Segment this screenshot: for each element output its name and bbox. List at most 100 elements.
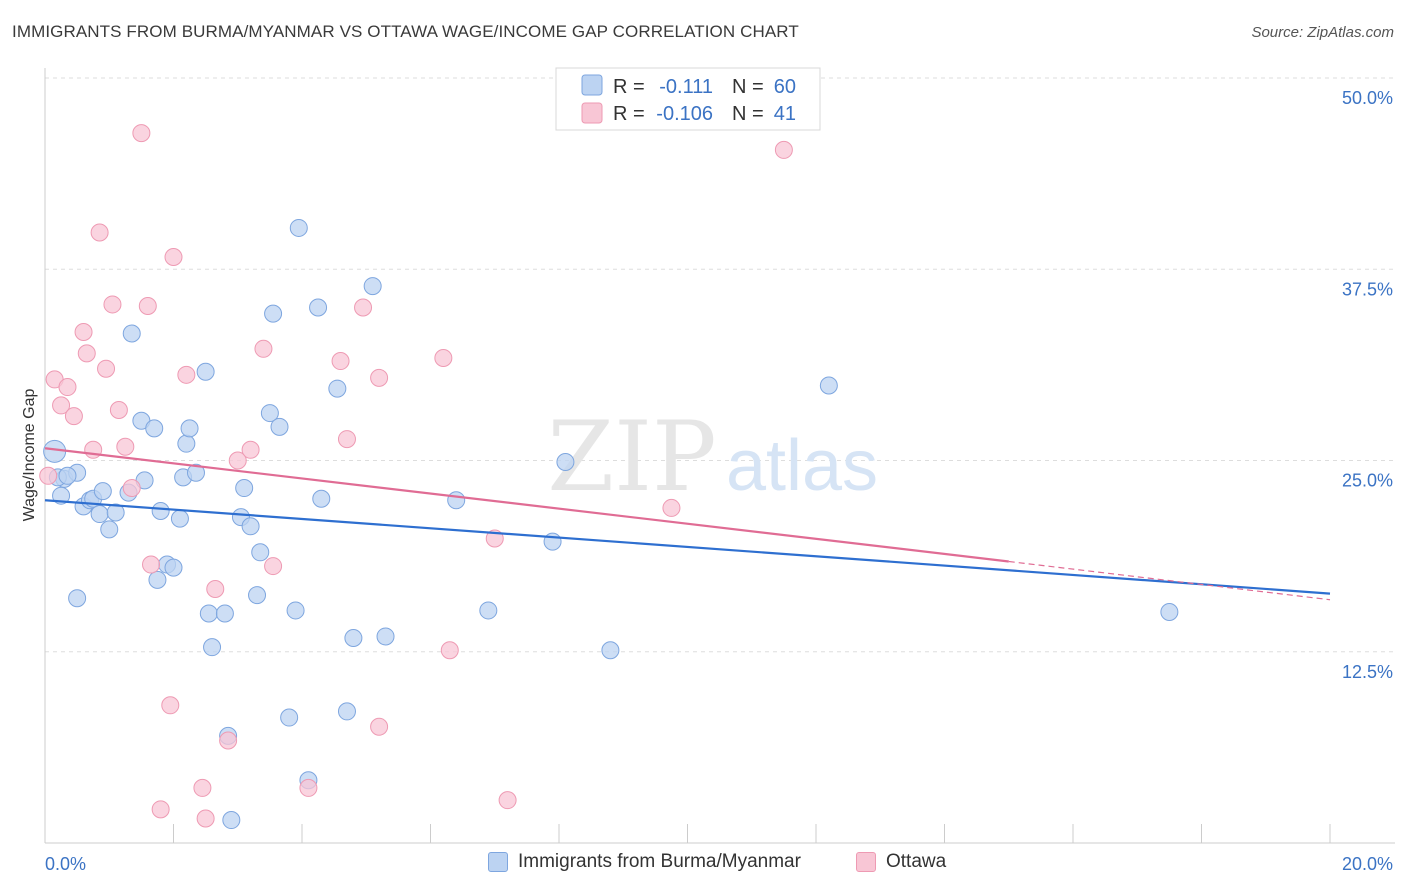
bottom-legend: Immigrants from Burma/Myanmar Ottawa xyxy=(0,851,1406,877)
burma-point xyxy=(215,604,234,623)
correlation-legend: R = -0.111 N = 60 R = -0.106 N = 41 xyxy=(555,67,821,131)
legend-swatch-pink xyxy=(581,102,603,124)
legend-r-value-2: -0.106 xyxy=(656,103,713,125)
ottawa-trend-extension xyxy=(1008,560,1331,601)
ottawa-point xyxy=(206,580,225,599)
burma-point xyxy=(270,417,289,436)
legend-label-ottawa: Ottawa xyxy=(886,851,947,872)
burma-point xyxy=(1160,602,1179,621)
burma-point xyxy=(601,641,620,660)
ottawa-point xyxy=(97,359,116,378)
burma-point xyxy=(145,419,164,438)
ottawa-point xyxy=(103,295,122,314)
burma-point xyxy=(241,517,260,536)
legend-r-value-1: -0.111 xyxy=(659,76,713,98)
ottawa-point xyxy=(142,555,161,574)
ottawa-point xyxy=(74,322,93,341)
burma-point xyxy=(122,324,141,343)
burma-point xyxy=(328,379,347,398)
legend-label-burma: Immigrants from Burma/Myanmar xyxy=(518,851,801,872)
burma-point xyxy=(248,586,267,605)
burma-point xyxy=(177,434,196,453)
burma-point xyxy=(312,489,331,508)
ottawa-point xyxy=(370,368,389,387)
burma-point xyxy=(264,304,283,323)
ottawa-point xyxy=(132,124,151,143)
ottawa-point xyxy=(151,800,170,819)
y-axis-label: Wage/Income Gap xyxy=(21,389,38,522)
burma-point xyxy=(196,362,215,381)
burma-point xyxy=(337,702,356,721)
ottawa-point xyxy=(264,557,283,576)
legend-swatch-blue xyxy=(581,74,603,96)
burma-point xyxy=(309,298,328,317)
burma-point xyxy=(819,376,838,395)
ottawa-point xyxy=(161,696,180,715)
burma-point xyxy=(289,218,308,237)
ottawa-point xyxy=(498,791,517,810)
burma-point xyxy=(100,520,119,539)
ottawa-point xyxy=(52,396,71,415)
burma-point xyxy=(186,463,205,482)
legend-item-ottawa: Ottawa xyxy=(856,851,946,873)
burma-point xyxy=(58,466,77,485)
ottawa-point xyxy=(116,437,135,456)
burma-point xyxy=(447,491,466,510)
ottawa-point xyxy=(299,778,318,797)
ottawa-point xyxy=(254,339,273,358)
ottawa-point xyxy=(164,248,183,267)
ottawa-point xyxy=(193,778,212,797)
burma-point xyxy=(151,501,170,520)
series-burma-points xyxy=(43,218,1179,830)
ottawa-point xyxy=(58,378,77,397)
ottawa-point xyxy=(662,498,681,517)
ottawa-point xyxy=(122,479,141,498)
ottawa-point xyxy=(370,717,389,736)
burma-point xyxy=(556,453,575,472)
burma-trend-line xyxy=(44,499,1331,595)
burma-point xyxy=(90,505,109,524)
burma-point xyxy=(235,479,254,498)
legend-n-label-1: N = xyxy=(732,76,764,98)
y-tick-label: 25.0% xyxy=(1342,471,1393,491)
x-tick-label: 20.0% xyxy=(1342,854,1393,874)
burma-point xyxy=(93,482,112,501)
x-tick-label: 0.0% xyxy=(45,854,86,874)
watermark: ZIP atlas xyxy=(547,401,878,513)
burma-point xyxy=(148,570,167,589)
burma-point xyxy=(106,503,125,522)
burma-point xyxy=(180,419,199,438)
ottawa-point xyxy=(354,298,373,317)
tick-labels: 12.5% 25.0% 37.5% 50.0% 0.0% 20.0% xyxy=(45,88,1393,874)
burma-point xyxy=(260,404,279,423)
y-tick-label: 37.5% xyxy=(1342,279,1393,299)
burma-point xyxy=(164,558,183,577)
chart-title: IMMIGRANTS FROM BURMA/MYANMAR VS OTTAWA … xyxy=(12,22,799,41)
burma-point xyxy=(203,638,222,657)
ottawa-point xyxy=(440,641,459,660)
ottawa-point xyxy=(331,352,350,371)
ottawa-point xyxy=(39,466,58,485)
legend-item-burma: Immigrants from Burma/Myanmar xyxy=(488,851,801,873)
burma-point xyxy=(251,543,270,562)
legend-swatch-burma xyxy=(488,852,508,872)
burma-point xyxy=(170,509,189,528)
burma-point xyxy=(199,604,218,623)
y-tick-label: 12.5% xyxy=(1342,662,1393,682)
ottawa-point xyxy=(84,440,103,459)
ottawa-point xyxy=(434,348,453,367)
ottawa-point xyxy=(109,401,128,420)
burma-point xyxy=(280,708,299,727)
ottawa-point xyxy=(64,407,83,426)
burma-point xyxy=(363,277,382,296)
ottawa-point xyxy=(228,451,247,470)
gridlines xyxy=(45,77,1395,653)
watermark-zip: ZIP xyxy=(547,401,716,513)
ottawa-point xyxy=(337,430,356,449)
burma-point xyxy=(479,601,498,620)
burma-point xyxy=(68,589,87,608)
legend-swatch-ottawa xyxy=(856,852,876,872)
ottawa-point xyxy=(177,365,196,384)
ottawa-point xyxy=(219,731,238,750)
ottawa-point xyxy=(196,809,215,828)
